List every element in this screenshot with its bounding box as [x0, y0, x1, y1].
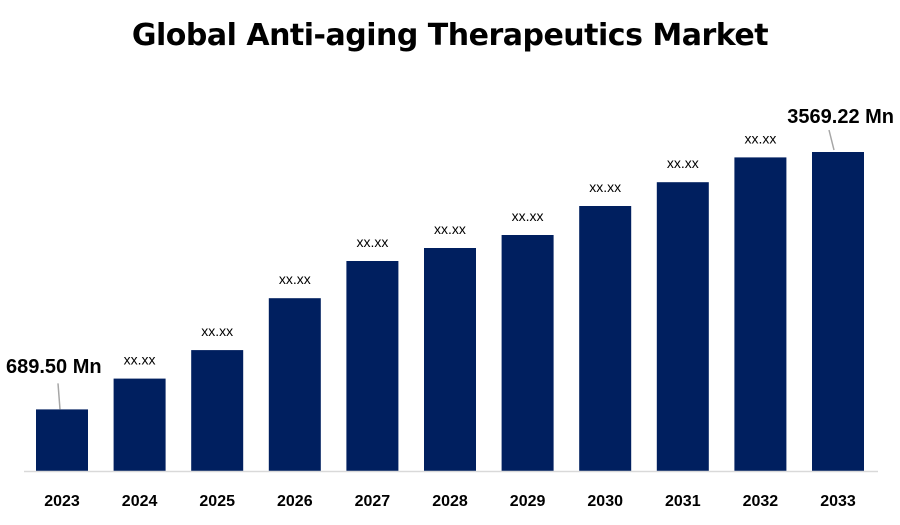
labels-layer: 2023 2024 2025 2026 2027 2028 2029 2030 2031 2032…	[6, 106, 894, 510]
data-label-2027: xx.xx	[356, 234, 388, 250]
x-tick-label: 2032	[743, 493, 779, 510]
bar-2024	[113, 378, 166, 471]
data-label-2033: 3569.22 Mn	[787, 106, 894, 128]
x-tick-label: 2025	[199, 493, 235, 510]
x-tick-label: 2031	[665, 493, 701, 510]
x-tick-label: 2029	[510, 493, 546, 510]
bar-2033	[812, 152, 864, 471]
chart-title: Global Anti-aging Therapeutics Market	[131, 18, 769, 53]
data-label-2029: xx.xx	[512, 208, 544, 224]
bar-2028	[424, 248, 476, 471]
x-tick-label: 2027	[355, 493, 391, 510]
x-tick-label: 2030	[587, 493, 623, 510]
leader-line-first	[57, 383, 61, 410]
data-label-2025: xx.xx	[201, 323, 233, 339]
x-tick-label: 2023	[44, 493, 80, 510]
data-label-2024: xx.xx	[124, 352, 156, 368]
bar-2032	[734, 157, 787, 471]
bar-2023	[36, 409, 88, 471]
x-tick-label: 2028	[432, 493, 468, 510]
data-label-2026: xx.xx	[279, 271, 311, 287]
bar-2025	[191, 350, 244, 471]
data-label-2032: xx.xx	[744, 130, 776, 146]
bars-layer	[36, 152, 864, 471]
data-label-2028: xx.xx	[434, 221, 466, 237]
data-label-2030: xx.xx	[589, 179, 621, 195]
data-label-2031: xx.xx	[667, 155, 699, 171]
bar-2029	[501, 235, 554, 471]
leader-line-last	[828, 129, 835, 151]
x-tick-label: 2026	[277, 493, 313, 510]
bar-2026	[268, 298, 321, 471]
data-label-2023: 689.50 Mn	[6, 356, 102, 378]
x-tick-label: 2033	[820, 493, 856, 510]
x-tick-label: 2024	[122, 493, 158, 510]
bar-2030	[579, 206, 632, 471]
bar-2027	[346, 261, 399, 471]
bar-2031	[656, 182, 709, 471]
